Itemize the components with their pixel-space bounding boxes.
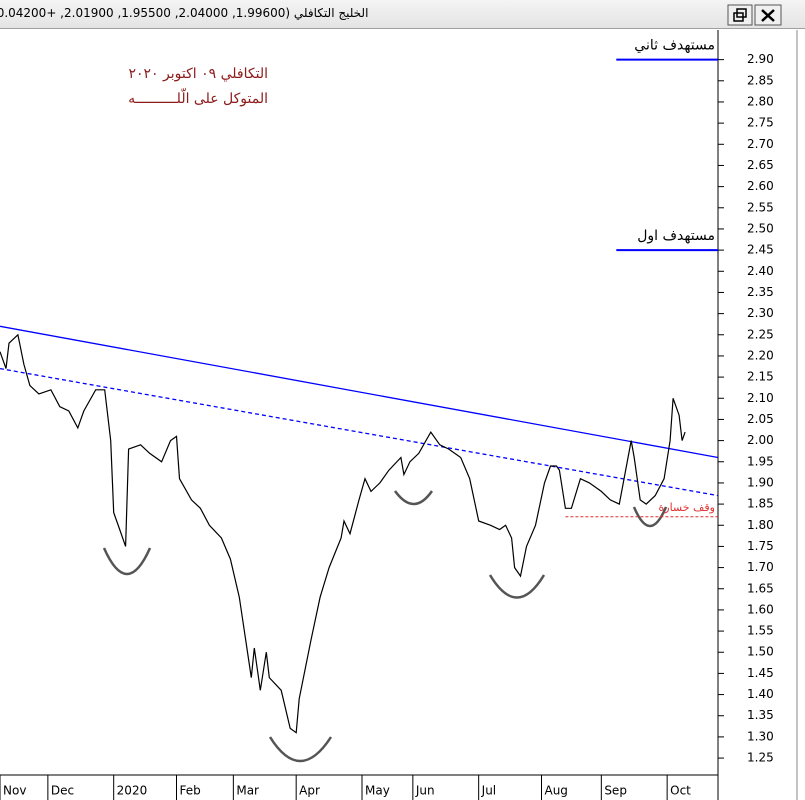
trend-line [0, 325, 718, 459]
plot-area [0, 58, 718, 734]
x-tick-label: 2020 [117, 784, 148, 798]
pattern-arcs [102, 490, 668, 763]
y-tick-label: 2.10 [747, 391, 774, 405]
y-tick-label: 1.80 [747, 518, 774, 532]
window-buttons[interactable] [727, 4, 782, 26]
y-tick-label: 1.85 [747, 497, 774, 511]
y-tick-label: 2.35 [747, 285, 774, 299]
arc [488, 574, 546, 599]
y-tick-label: 1.35 [747, 708, 774, 722]
x-tick-label: Apr [299, 784, 320, 798]
level-label: وقف خسارة [659, 501, 716, 514]
y-tick-label: 1.95 [747, 454, 774, 468]
y-tick-label: 1.65 [747, 581, 774, 595]
close-icon [761, 9, 775, 22]
y-tick-label: 1.30 [747, 729, 774, 743]
x-tick-label: Aug [544, 784, 567, 798]
y-tick-label: 2.45 [747, 243, 774, 257]
y-tick-label: 2.25 [747, 327, 774, 341]
y-tick-label: 1.75 [747, 539, 774, 553]
y-tick-label: 2.90 [747, 52, 774, 66]
level-label: مستهدف اول [637, 228, 715, 244]
y-tick-label: 2.55 [747, 200, 774, 214]
y-tick-label: 1.50 [747, 645, 774, 659]
y-tick-label: 2.75 [747, 116, 774, 130]
x-tick-label: Nov [3, 784, 26, 798]
x-tick-label: Mar [236, 784, 259, 798]
y-tick-label: 2.40 [747, 264, 774, 278]
y-tick-label: 2.20 [747, 348, 774, 362]
y-tick-label: 2.15 [747, 370, 774, 384]
y-tick-label: 2.00 [747, 433, 774, 447]
arc [102, 547, 152, 576]
arc [268, 736, 333, 763]
x-tick-label: Dec [51, 784, 74, 798]
y-tick-label: 2.80 [747, 94, 774, 108]
y-tick-label: 2.70 [747, 137, 774, 151]
arc [393, 490, 434, 506]
arc [632, 506, 668, 528]
y-tick-label: 1.40 [747, 687, 774, 701]
x-tick-label: Oct [670, 784, 691, 798]
level-label: مستهدف ثاني [634, 38, 715, 54]
title-bar: الخليج التكافلي (1.99600, 2.04000, 1.955… [0, 0, 805, 29]
y-tick-label: 2.30 [747, 306, 774, 320]
price-line [0, 333, 686, 734]
x-tick-label: Feb [180, 784, 201, 798]
y-tick-label: 1.55 [747, 624, 774, 638]
y-tick-label: 2.60 [747, 179, 774, 193]
y-tick-label: 2.05 [747, 412, 774, 426]
restore-icon [736, 8, 747, 18]
annotation: التكافلي ٠٩ اكتوبر ٢٠٢٠ [129, 66, 269, 82]
y-tick-label: 2.85 [747, 73, 774, 87]
annotation: المتوكل على الّلــــــــــه [128, 87, 268, 107]
x-tick-label: Jul [481, 784, 496, 798]
y-tick-label: 1.70 [747, 560, 774, 574]
y-tick-label: 2.50 [747, 221, 774, 235]
y-tick-label: 2.65 [747, 158, 774, 172]
y-tick-label: 1.25 [747, 751, 774, 765]
y-tick-label: 1.60 [747, 602, 774, 616]
x-tick-label: Jun [415, 784, 435, 798]
window-title: الخليج التكافلي (1.99600, 2.04000, 1.955… [0, 6, 369, 20]
trend-line [0, 367, 718, 497]
restore-button[interactable] [727, 4, 753, 26]
x-tick-label: Sep [604, 784, 627, 798]
y-tick-label: 1.45 [747, 666, 774, 680]
y-tick-label: 1.90 [747, 475, 774, 489]
x-tick-label: May [365, 784, 390, 798]
